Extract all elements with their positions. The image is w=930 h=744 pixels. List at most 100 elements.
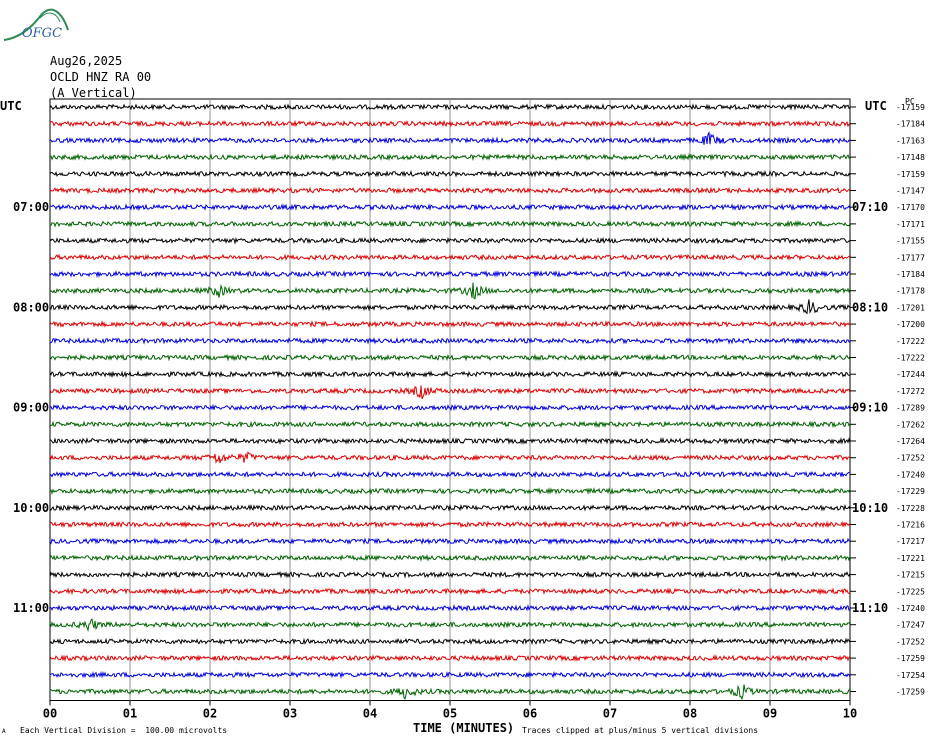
left-time-label: 11:00 — [13, 601, 49, 615]
seismic-trace — [49, 353, 851, 362]
x-tick-label: 01 — [123, 707, 137, 721]
right-timezone-label: UTC — [865, 99, 887, 113]
trace-offset-label: -17178 — [896, 287, 925, 296]
seismic-trace — [49, 537, 851, 546]
x-tick-label: 02 — [203, 707, 217, 721]
right-time-label: 11:10 — [852, 601, 888, 615]
trace-offset-label: -17221 — [896, 554, 925, 563]
left-time-label: 10:00 — [13, 501, 49, 515]
seismic-trace — [49, 370, 851, 379]
x-tick-label: 03 — [283, 707, 297, 721]
seismic-trace — [49, 587, 851, 596]
seismic-trace — [49, 130, 851, 145]
ofgc-logo: OFGC — [0, 4, 80, 44]
trace-offset-label: -17225 — [896, 587, 925, 596]
trace-offset-label: -17217 — [896, 537, 925, 546]
right-top-label: PC — [905, 97, 915, 106]
left-time-label: 08:00 — [13, 300, 49, 314]
seismic-trace — [49, 236, 851, 245]
seismic-trace — [49, 270, 851, 279]
logo-text: OFGC — [22, 26, 63, 41]
seismic-trace — [49, 385, 851, 400]
seismic-trace — [49, 618, 851, 633]
trace-offset-label: -17159 — [896, 103, 925, 112]
seismic-trace — [49, 336, 851, 345]
seismic-trace — [49, 203, 851, 212]
trace-offset-label: -17184 — [896, 120, 925, 129]
trace-offset-label: -17147 — [896, 187, 925, 196]
x-tick-label: 08 — [683, 707, 697, 721]
x-tick-label: 07 — [603, 707, 617, 721]
trace-offset-label: -17170 — [896, 203, 925, 212]
trace-offset-label: -17289 — [896, 404, 925, 413]
trace-offset-label: -17155 — [896, 237, 925, 246]
trace-offset-label: -17240 — [896, 470, 925, 479]
seismic-trace — [49, 420, 851, 429]
x-tick-label: 09 — [763, 707, 777, 721]
seismic-trace — [49, 637, 851, 646]
seismic-trace — [49, 684, 850, 701]
component-label: (A Vertical) — [50, 86, 137, 100]
right-time-label: 08:10 — [852, 300, 888, 314]
trace-offset-label: -17259 — [896, 688, 925, 697]
corner-mark: A — [2, 728, 6, 735]
right-time-label: 10:10 — [852, 501, 888, 515]
trace-offset-label: -17163 — [896, 136, 925, 145]
right-time-label: 09:10 — [852, 401, 888, 415]
trace-offset-label: -17264 — [896, 437, 925, 446]
x-tick-label: 05 — [443, 707, 457, 721]
trace-offset-label: -17272 — [896, 387, 925, 396]
trace-offset-label: -17148 — [896, 153, 925, 162]
station-label: OCLD HNZ RA 00 — [50, 70, 152, 84]
trace-offset-label: -17252 — [896, 454, 925, 463]
seismic-trace — [49, 320, 851, 329]
seismic-trace — [49, 282, 851, 300]
seismic-trace — [49, 451, 851, 464]
seismic-trace — [49, 553, 851, 562]
trace-offset-label: -17184 — [896, 270, 925, 279]
x-tick-label: 06 — [523, 707, 537, 721]
trace-offset-label: -17259 — [896, 654, 925, 663]
trace-offset-label: -17228 — [896, 504, 925, 513]
trace-offset-label: -17240 — [896, 604, 925, 613]
trace-offset-label: -17244 — [896, 370, 925, 379]
seismic-trace — [49, 169, 851, 178]
trace-offset-label: -17171 — [896, 220, 925, 229]
x-axis-title: TIME (MINUTES) — [413, 721, 515, 735]
trace-offset-label: -17222 — [896, 337, 925, 346]
seismic-trace — [49, 487, 851, 496]
trace-offset-label: -17222 — [896, 354, 925, 363]
seismic-trace — [49, 186, 851, 195]
trace-offset-label: -17252 — [896, 637, 925, 646]
trace-offset-label: -17200 — [896, 320, 925, 329]
left-time-label: 09:00 — [13, 401, 49, 415]
x-tick-label: 04 — [363, 707, 377, 721]
seismic-trace — [49, 503, 851, 512]
trace-offset-label: -17177 — [896, 253, 925, 262]
seismic-trace — [49, 670, 851, 679]
seismic-trace — [49, 299, 851, 315]
x-tick-label: 10 — [843, 707, 857, 721]
left-timezone-label: UTC — [0, 99, 22, 113]
trace-offset-label: -17254 — [896, 671, 925, 680]
trace-offset-label: -17247 — [896, 621, 925, 630]
trace-offset-label: -17201 — [896, 303, 925, 312]
seismic-trace — [49, 219, 851, 228]
clip-note: Traces clipped at plus/minus 5 vertical … — [522, 726, 759, 735]
left-time-label: 07:00 — [13, 200, 49, 214]
seismic-trace — [49, 436, 851, 445]
seismic-trace — [49, 103, 851, 111]
seismic-trace — [49, 603, 851, 613]
seismic-trace — [49, 520, 851, 529]
date-label: Aug26,2025 — [50, 54, 123, 68]
seismic-trace — [49, 253, 851, 262]
seismic-trace — [49, 654, 851, 663]
x-tick-label: 00 — [43, 707, 57, 721]
logo-swoosh-icon — [3, 8, 69, 41]
trace-offset-label: -17159 — [896, 170, 925, 179]
seismic-trace — [49, 470, 850, 479]
trace-offset-label: -17215 — [896, 571, 925, 580]
seismic-trace — [49, 403, 851, 412]
scale-note: Each Vertical Division = 100.00 microvol… — [20, 726, 228, 735]
